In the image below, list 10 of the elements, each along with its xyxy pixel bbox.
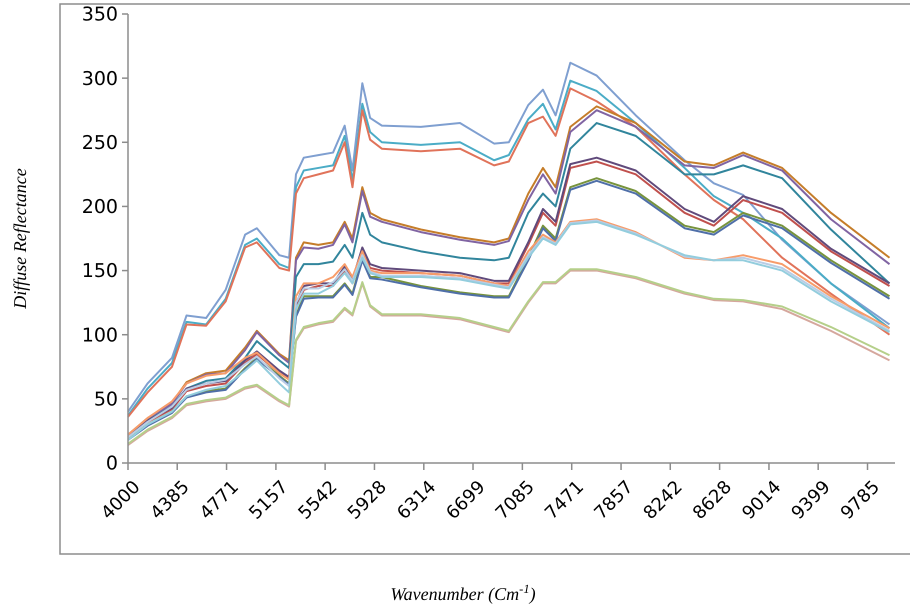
y-tick-label: 50 [94,388,118,411]
y-tick-label: 250 [82,132,118,154]
y-axis-title: Diffuse Reflectance [10,168,30,310]
x-axis-title: Wavenumber (Cm$^{-1}$) [390,582,536,604]
y-tick-label: 350 [82,4,118,26]
y-tick-label: 100 [82,324,118,346]
y-tick-label: 0 [106,452,118,475]
y-tick-label: 300 [82,68,118,90]
y-tick-label: 150 [82,260,118,282]
y-tick-label: 200 [82,196,118,218]
